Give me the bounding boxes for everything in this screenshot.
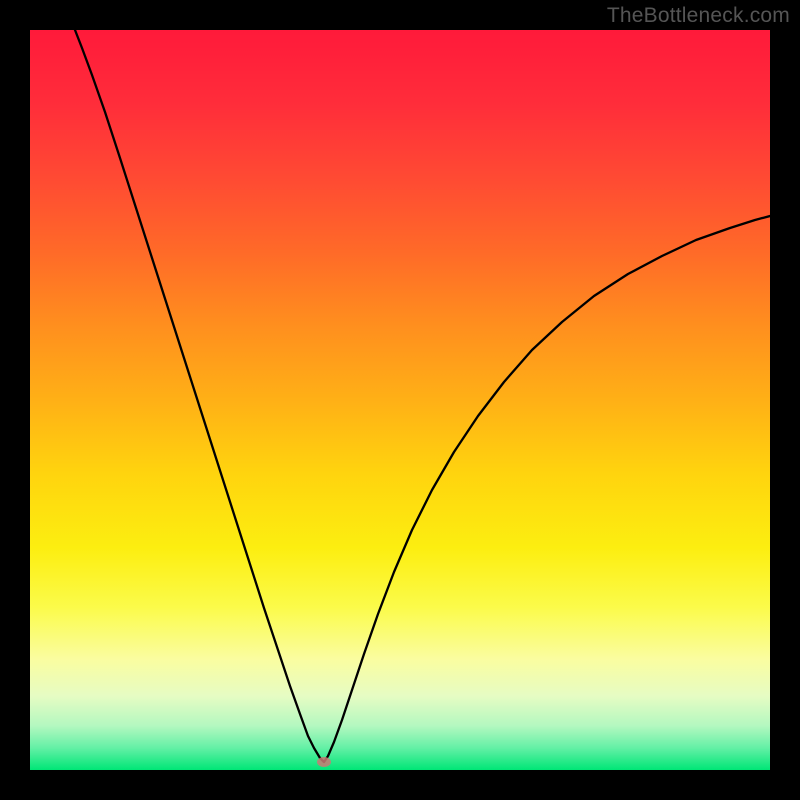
chart-background (30, 30, 770, 770)
watermark-text: TheBottleneck.com (607, 4, 790, 28)
optimal-point-marker (317, 757, 331, 767)
chart-svg (30, 30, 770, 770)
bottleneck-chart (30, 30, 770, 770)
